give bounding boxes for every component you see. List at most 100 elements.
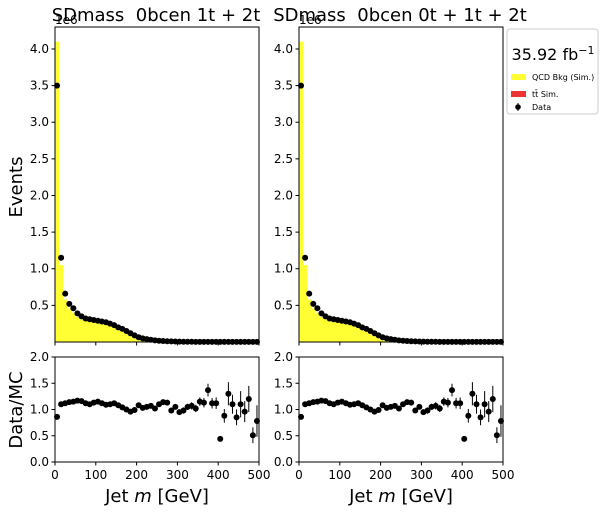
legend: 35.92 fb−1 QCD Bkg (Sim.) tt̄ Sim. Data	[507, 29, 598, 114]
qcd-bar	[88, 321, 92, 342]
qcd-bar	[92, 322, 96, 342]
qcd-bar	[311, 308, 315, 342]
x-tick-label: 0	[295, 468, 303, 482]
ratio-point	[461, 436, 467, 442]
offset-text-right: 1e6	[299, 13, 322, 27]
ratio-point	[164, 400, 170, 406]
ratio-point	[494, 432, 500, 438]
data-point	[62, 291, 68, 297]
ratio-y-tick-label: 1.0	[274, 403, 293, 417]
x-axis-label-unit: [GeV]	[396, 486, 453, 507]
top-y-tick-label: 1.5	[30, 225, 49, 239]
ratio-point	[221, 413, 227, 419]
ratio-point	[213, 400, 219, 406]
x-tick-label: 300	[166, 468, 189, 482]
ratio-point	[238, 401, 244, 407]
lumi-exponent: −1	[578, 44, 594, 57]
qcd-bar	[352, 326, 356, 342]
ratio-point	[437, 405, 443, 411]
x-tick-label: 100	[84, 468, 107, 482]
x-tick-label: 200	[125, 468, 148, 482]
qcd-bar	[71, 313, 75, 342]
legend-label-data: Data	[532, 103, 551, 112]
ratio-point	[465, 413, 471, 419]
top-y-tick-label: 2.5	[30, 152, 49, 166]
qcd-bar	[112, 327, 116, 342]
qcd-bar	[323, 319, 327, 342]
top-y-tick-label: 3.5	[274, 79, 293, 93]
top-y-tick-label: 2.0	[274, 188, 293, 202]
ratio-y-tick-label: 1.5	[274, 376, 293, 390]
ratio-point	[205, 387, 211, 393]
x-axis-label-variable: m	[134, 486, 152, 507]
legend-marker-data	[515, 104, 521, 110]
ratio-y-tick-label: 0.5	[30, 429, 49, 443]
y-axis-label-ratio: Data/MC	[6, 371, 27, 448]
ratio-point	[469, 391, 475, 397]
data-point	[310, 301, 316, 307]
qcd-bar	[332, 321, 336, 342]
top-y-tick-label: 0.5	[274, 298, 293, 312]
top-y-tick-label: 3.0	[30, 115, 49, 129]
x-axis-label-left-text: Jet	[104, 486, 134, 507]
top-y-tick-label: 1.5	[274, 225, 293, 239]
top-y-tick-label: 2.0	[30, 188, 49, 202]
ratio-point	[246, 396, 252, 402]
top-y-tick-label: 4.0	[274, 42, 293, 56]
top-y-tick-label: 1.0	[30, 262, 49, 276]
ratio-point	[482, 401, 488, 407]
ratio-point	[229, 401, 235, 407]
ratio-point	[217, 436, 223, 442]
x-tick-label: 400	[451, 468, 474, 482]
ratio-point	[478, 414, 484, 420]
data-point	[66, 301, 72, 307]
top-axes-frame	[55, 27, 259, 342]
top-y-tick-label: 4.0	[30, 42, 49, 56]
x-tick-label: 200	[369, 468, 392, 482]
ratio-point	[449, 387, 455, 393]
ratio-point	[408, 400, 414, 406]
qcd-bar	[79, 319, 83, 342]
qcd-bar	[356, 327, 360, 342]
x-tick-label: 300	[410, 468, 433, 482]
panel-title-left: SDmass 0bcen 1t + 2t	[52, 5, 261, 26]
top-y-tick-label: 3.5	[30, 79, 49, 93]
qcd-bar	[328, 321, 332, 342]
ratio-point	[242, 409, 248, 415]
data-point	[70, 305, 76, 311]
x-axis-label-variable: m	[378, 486, 396, 507]
qcd-bar	[336, 322, 340, 342]
x-axis-label-right: Jet m [GeV]	[348, 486, 453, 507]
data-point	[302, 255, 308, 261]
ratio-y-tick-label: 0.0	[30, 455, 49, 469]
qcd-bar	[340, 323, 344, 342]
y-axis-label-events: Events	[6, 157, 27, 218]
lumi-value: 35.92 fb	[512, 45, 579, 64]
ratio-point	[132, 407, 138, 413]
x-tick-label: 100	[328, 468, 351, 482]
qcd-bar	[63, 300, 67, 342]
legend-frame	[507, 29, 598, 114]
top-y-tick-label: 0.5	[30, 298, 49, 312]
x-axis-label-unit: [GeV]	[152, 486, 209, 507]
x-tick-label: 0	[51, 468, 59, 482]
data-point	[314, 305, 320, 311]
ratio-point	[201, 400, 207, 406]
qcd-bar	[307, 300, 311, 342]
ratio-y-tick-label: 1.0	[30, 403, 49, 417]
ratio-point	[490, 396, 496, 402]
top-y-tick-label: 2.5	[274, 152, 293, 166]
legend-label-qcd: QCD Bkg (Sim.)	[532, 73, 594, 82]
qcd-bar	[67, 308, 71, 342]
ratio-point	[193, 405, 199, 411]
qcd-bar	[100, 324, 104, 342]
qcd-bar	[348, 324, 352, 342]
qcd-bar	[84, 321, 88, 342]
qcd-bar	[303, 265, 307, 342]
x-axis-label-right-text: Jet	[348, 486, 378, 507]
qcd-bar	[59, 265, 63, 342]
qcd-bar	[75, 317, 79, 342]
legend-swatch-qcd	[511, 74, 526, 80]
